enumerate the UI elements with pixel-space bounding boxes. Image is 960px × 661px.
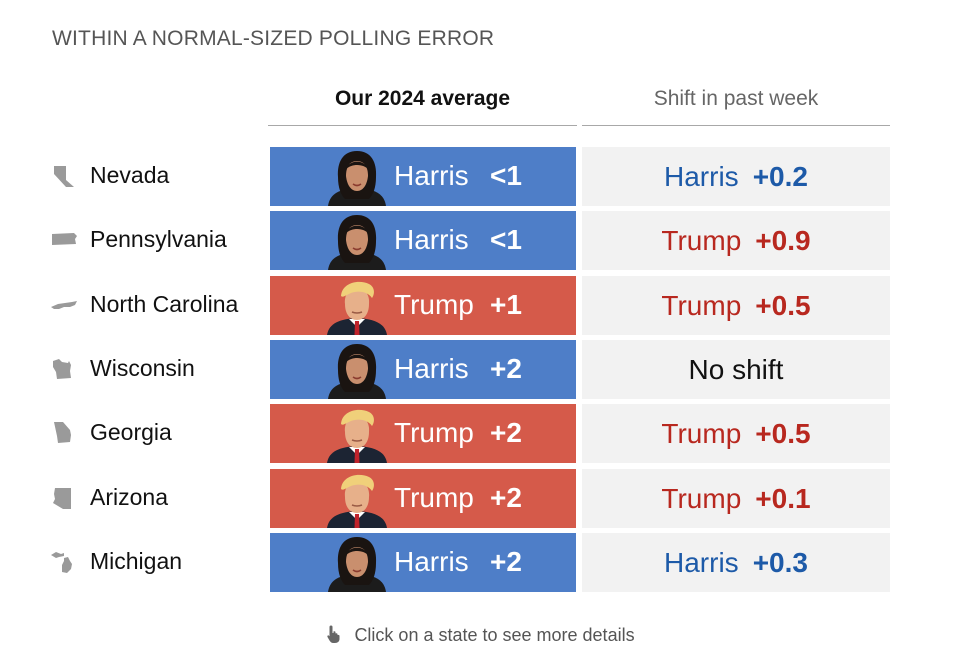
state-name[interactable]: Wisconsin xyxy=(90,355,195,381)
state-outline-icon xyxy=(50,227,78,253)
shift-value: +0.2 xyxy=(752,161,808,192)
shift-cell[interactable]: Trump +0.5 xyxy=(582,276,890,335)
candidate-portrait-icon xyxy=(322,469,392,528)
average-margin: +2 xyxy=(490,353,522,384)
state-name[interactable]: North Carolina xyxy=(90,291,239,317)
shift-candidate: Trump xyxy=(661,290,742,321)
state-row-wisconsin[interactable]: Wisconsin Harris +2 No shift xyxy=(0,340,960,399)
average-leader: Trump xyxy=(394,289,474,320)
column-header-average-label: Our 2024 average xyxy=(334,87,511,110)
average-margin: +1 xyxy=(490,289,522,320)
average-leader: Harris xyxy=(394,160,469,191)
shift-cell[interactable]: Trump +0.5 xyxy=(582,404,890,463)
average-cell[interactable]: Harris <1 xyxy=(270,211,576,270)
shift-cell[interactable]: Harris +0.2 xyxy=(582,147,890,206)
shift-cell[interactable]: Harris +0.3 xyxy=(582,533,890,592)
average-margin: <1 xyxy=(490,160,522,191)
shift-value: +0.9 xyxy=(755,225,811,256)
state-name[interactable]: Michigan xyxy=(90,548,183,574)
shift-candidate: Harris xyxy=(664,547,739,578)
average-margin: <1 xyxy=(490,224,522,255)
column-header-shift-label: Shift in past week xyxy=(653,87,819,110)
chart-title: WITHIN A NORMAL-SIZED POLLING ERROR xyxy=(52,27,495,50)
state-row-nevada[interactable]: Nevada Harris <1 Harris +0.2 xyxy=(0,147,960,206)
candidate-portrait-icon xyxy=(322,340,392,399)
shift-value: +0.5 xyxy=(755,290,811,321)
shift-candidate: Trump xyxy=(661,225,742,256)
shift-value: +0.3 xyxy=(752,547,808,578)
candidate-portrait-icon xyxy=(322,147,392,206)
state-row-pennsylvania[interactable]: Pennsylvania Harris <1 Trump +0.9 xyxy=(0,211,960,270)
state-outline-icon xyxy=(50,485,78,511)
average-leader: Harris xyxy=(394,224,469,255)
candidate-portrait-icon xyxy=(322,533,392,592)
state-row-georgia[interactable]: Georgia Trump +2 Trump +0.5 xyxy=(0,404,960,463)
shift-candidate: Trump xyxy=(661,418,742,449)
average-leader: Trump xyxy=(394,417,474,448)
average-cell[interactable]: Harris +2 xyxy=(270,340,576,399)
footer-text: Click on a state to see more details xyxy=(354,625,635,645)
state-row-michigan[interactable]: Michigan Harris +2 Harris +0.3 xyxy=(0,533,960,592)
shift-value: +0.1 xyxy=(755,483,811,514)
column-header-average: Our 2024 average xyxy=(268,84,577,126)
state-name[interactable]: Arizona xyxy=(90,484,168,510)
average-cell[interactable]: Harris +2 xyxy=(270,533,576,592)
shift-value: +0.5 xyxy=(755,418,811,449)
average-cell[interactable]: Harris <1 xyxy=(270,147,576,206)
state-name[interactable]: Pennsylvania xyxy=(90,226,227,252)
average-cell[interactable]: Trump +2 xyxy=(270,404,576,463)
footer-hint: Click on a state to see more details xyxy=(0,624,960,646)
shift-candidate: Trump xyxy=(661,483,742,514)
state-outline-icon xyxy=(50,292,78,318)
candidate-portrait-icon xyxy=(322,211,392,270)
average-margin: +2 xyxy=(490,482,522,513)
average-cell[interactable]: Trump +2 xyxy=(270,469,576,528)
average-margin: +2 xyxy=(490,417,522,448)
average-leader: Harris xyxy=(394,546,469,577)
state-outline-icon xyxy=(50,420,78,446)
state-row-north-carolina[interactable]: North Carolina Trump +1 Trump +0.5 xyxy=(0,276,960,335)
state-name[interactable]: Nevada xyxy=(90,162,170,188)
average-cell[interactable]: Trump +1 xyxy=(270,276,576,335)
state-row-arizona[interactable]: Arizona Trump +2 Trump +0.1 xyxy=(0,469,960,528)
average-margin: +2 xyxy=(490,546,522,577)
state-outline-icon xyxy=(50,549,78,575)
shift-cell[interactable]: Trump +0.9 xyxy=(582,211,890,270)
column-header-shift: Shift in past week xyxy=(582,84,890,126)
shift-cell[interactable]: Trump +0.1 xyxy=(582,469,890,528)
average-leader: Harris xyxy=(394,353,469,384)
shift-candidate: Harris xyxy=(664,161,739,192)
state-outline-icon xyxy=(50,356,78,382)
average-leader: Trump xyxy=(394,482,474,513)
state-outline-icon xyxy=(50,163,78,189)
shift-cell[interactable]: No shift xyxy=(582,340,890,399)
candidate-portrait-icon xyxy=(322,276,392,335)
pointing-hand-icon xyxy=(325,624,343,644)
candidate-portrait-icon xyxy=(322,404,392,463)
state-name[interactable]: Georgia xyxy=(90,419,172,445)
shift-text: No shift xyxy=(688,354,784,385)
